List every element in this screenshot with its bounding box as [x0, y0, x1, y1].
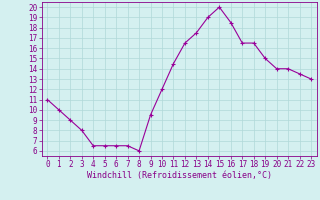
X-axis label: Windchill (Refroidissement éolien,°C): Windchill (Refroidissement éolien,°C) [87, 171, 272, 180]
